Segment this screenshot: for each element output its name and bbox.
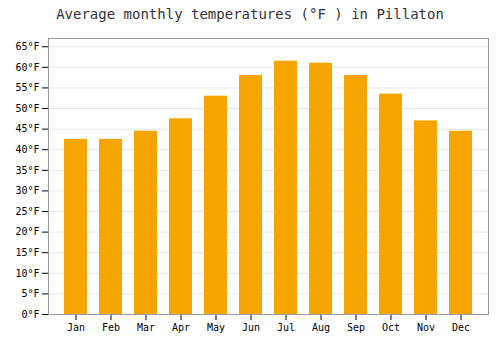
svg-text:5°F: 5°F <box>21 288 39 299</box>
svg-text:Dec: Dec <box>452 322 470 333</box>
svg-text:Mar: Mar <box>137 322 155 333</box>
svg-text:35°F: 35°F <box>15 165 39 176</box>
svg-text:40°F: 40°F <box>15 144 39 155</box>
svg-text:65°F: 65°F <box>15 41 39 52</box>
svg-text:15°F: 15°F <box>15 247 39 258</box>
svg-text:45°F: 45°F <box>15 123 39 134</box>
svg-text:50°F: 50°F <box>15 103 39 114</box>
svg-text:Nov: Nov <box>417 322 435 333</box>
svg-text:10°F: 10°F <box>15 268 39 279</box>
svg-text:30°F: 30°F <box>15 185 39 196</box>
html-text:Average monthly temperatures (: Average monthly temperatures (°F ) in Pi… <box>56 6 444 22</box>
svg-text:Jun: Jun <box>242 322 260 333</box>
svg-text:Jan: Jan <box>67 322 85 333</box>
svg-text:May: May <box>207 322 225 333</box>
svg-text:Aug: Aug <box>312 322 330 333</box>
svg-text:55°F: 55°F <box>15 82 39 93</box>
svg-text:20°F: 20°F <box>15 226 39 237</box>
svg-text:Jul: Jul <box>277 322 295 333</box>
svg-text:0°F: 0°F <box>21 309 39 320</box>
svg-text:Apr: Apr <box>172 322 190 333</box>
svg-text:Sep: Sep <box>347 322 365 333</box>
svg-text:60°F: 60°F <box>15 62 39 73</box>
svg-text:Oct: Oct <box>382 322 400 333</box>
svg-text:25°F: 25°F <box>15 206 39 217</box>
svg-text:Feb: Feb <box>102 322 120 333</box>
